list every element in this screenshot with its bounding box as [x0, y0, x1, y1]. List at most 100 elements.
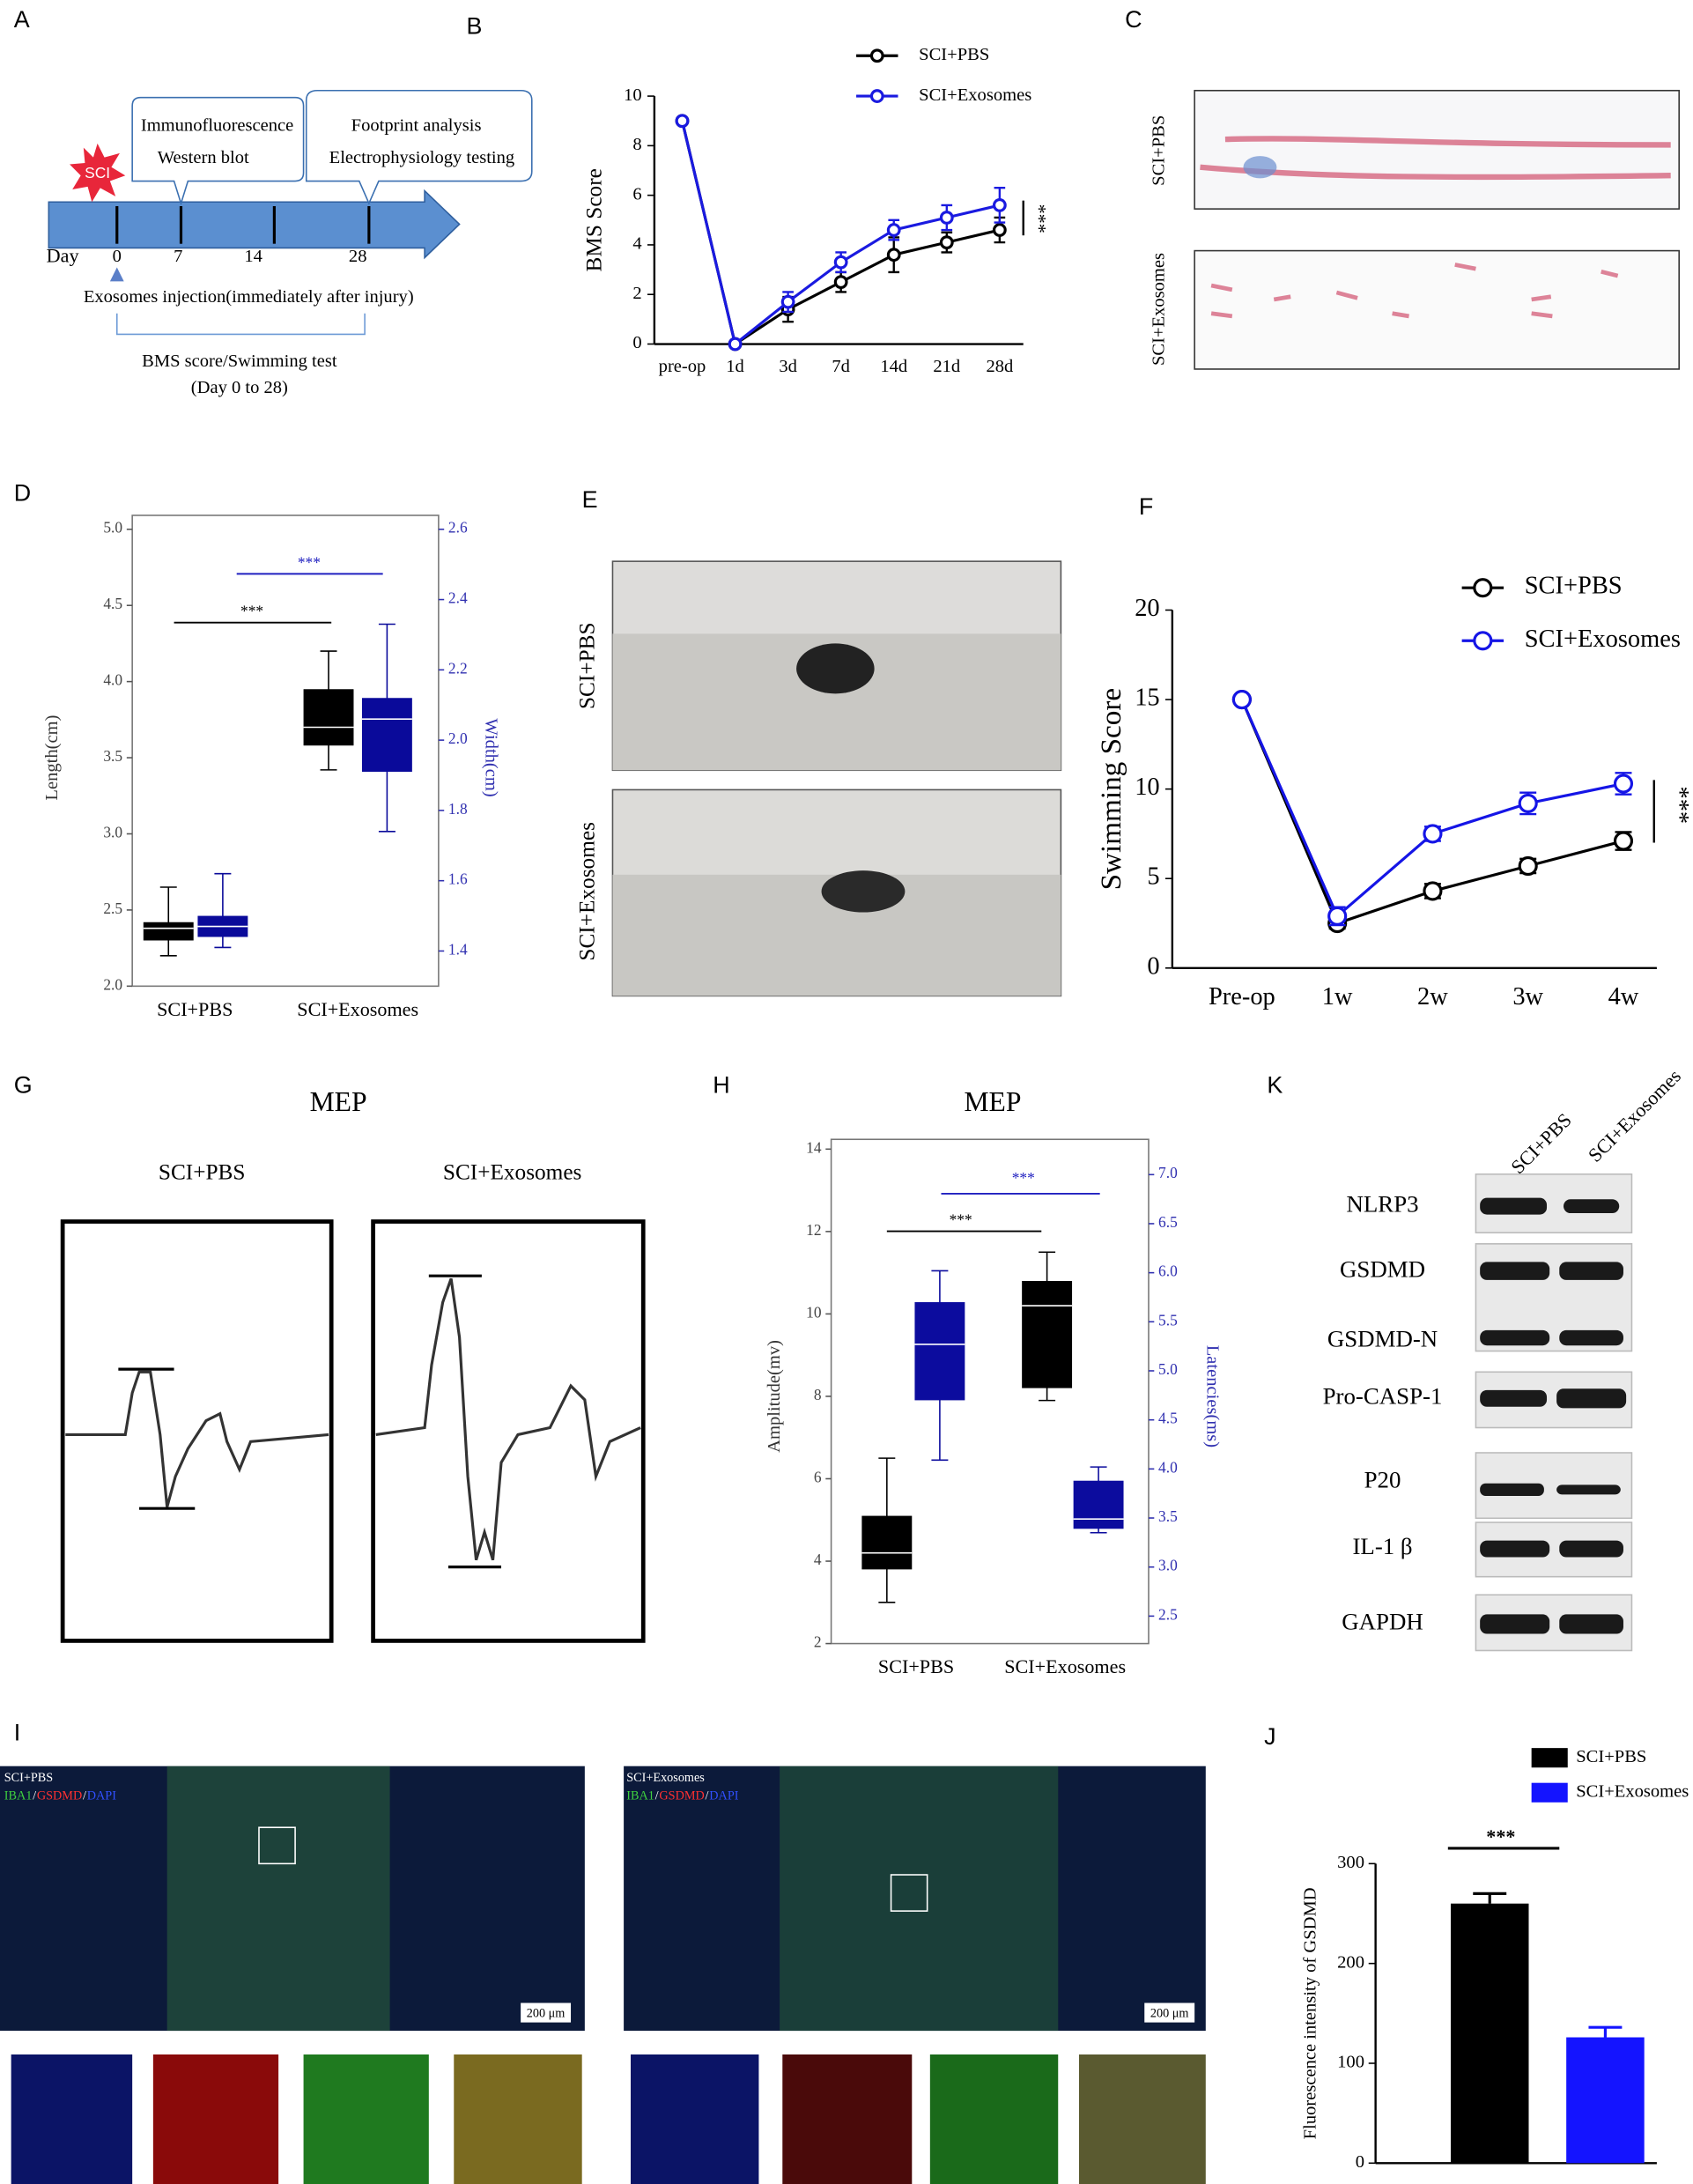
- y-tick-label: 12: [806, 1222, 821, 1239]
- panel-letter: K: [1267, 1071, 1283, 1098]
- error-bar: [1473, 1892, 1507, 1904]
- data-point: [939, 211, 954, 225]
- data-point: [833, 275, 848, 290]
- y-tick-label: 8: [632, 135, 641, 154]
- data-point: [1518, 793, 1538, 813]
- test-range: (Day 0 to 28): [191, 378, 288, 397]
- y-tick-label: 10: [624, 85, 642, 105]
- data-point: [992, 223, 1007, 237]
- x-tick-label: 4w: [1608, 983, 1639, 1011]
- x-tick-label: SCI+Exosomes: [1004, 1655, 1126, 1677]
- row-label: GAPDH: [1342, 1609, 1423, 1635]
- stain-label: GSDMD: [37, 1789, 82, 1803]
- row-label: SCI+Exosomes: [1149, 253, 1168, 366]
- y2-tick-label: 3.0: [1158, 1558, 1178, 1574]
- whisker: [159, 886, 177, 957]
- footprint-ink: [1243, 156, 1277, 179]
- y-axis-label: Fluorescence intensity of GSDMD: [1301, 1887, 1320, 2139]
- panel-letter: C: [1125, 6, 1142, 33]
- panel-letter: A: [14, 6, 30, 33]
- x-tick-label: 2w: [1417, 983, 1448, 1011]
- roi-box: [258, 1826, 296, 1865]
- y-tick-label: 6: [814, 1469, 822, 1485]
- legend-label: SCI+PBS: [1525, 573, 1623, 600]
- y2-axis-label: Width(cm): [482, 718, 501, 796]
- annotation: ***: [1486, 1825, 1515, 1847]
- fluorescence-image: [624, 1766, 1206, 2032]
- box: [1022, 1280, 1073, 1388]
- stain-label: DAPI: [709, 1789, 738, 1803]
- box: [1073, 1480, 1124, 1529]
- panel-letter: I: [14, 1719, 20, 1745]
- y2-tick-label: 6.5: [1158, 1214, 1178, 1231]
- y-tick-label: 14: [806, 1139, 822, 1156]
- data-point: [675, 114, 690, 129]
- legend-label: SCI+PBS: [919, 45, 989, 64]
- y-tick-label: 4: [814, 1551, 822, 1568]
- image-label: SCI+Exosomes: [626, 1771, 705, 1785]
- x-tick-label: pre-op: [659, 357, 706, 376]
- legend-label: SCI+Exosomes: [1525, 626, 1681, 653]
- stain-label: /: [706, 1789, 709, 1803]
- row-label: P20: [1364, 1466, 1401, 1492]
- x-tick-label: 1d: [726, 357, 744, 376]
- scale-box: [521, 2003, 572, 2023]
- panel-letter: G: [14, 1071, 33, 1098]
- row-label: GSDMD-N: [1327, 1326, 1438, 1352]
- panel-title: MEP: [310, 1086, 367, 1117]
- mep-trace: [375, 1277, 641, 1561]
- x-tick-label: 14d: [880, 357, 908, 376]
- box: [303, 689, 354, 746]
- column-label: SCI+PBS: [159, 1160, 246, 1185]
- annotation: ***: [1028, 204, 1050, 233]
- y-tick-label: 4.0: [103, 672, 122, 689]
- y-tick-label: 0: [1147, 952, 1159, 980]
- legend-marker: [1473, 631, 1493, 651]
- y-tick-label: 4: [632, 234, 641, 254]
- y-tick-label: 5: [1147, 863, 1159, 891]
- x-tick-label: 21d: [933, 357, 961, 376]
- day-tick: 0: [113, 247, 122, 266]
- y2-tick-label: 5.0: [1158, 1361, 1178, 1378]
- y2-tick-label: 4.5: [1158, 1410, 1178, 1427]
- stain-label: /: [655, 1789, 659, 1803]
- y-axis-label: Amplitude(mv): [765, 1340, 784, 1453]
- column-label: SCI+Exosomes: [1584, 1065, 1685, 1166]
- injection-marker: [109, 267, 124, 282]
- y2-tick-label: 2.4: [448, 590, 468, 607]
- x-tick-label: SCI+PBS: [157, 998, 233, 1020]
- plot-frame: [131, 515, 440, 988]
- blot-membrane: [1475, 1173, 1633, 1652]
- day-tick: 7: [174, 247, 182, 266]
- legend-label: SCI+PBS: [1576, 1747, 1646, 1766]
- stain-label: DAPI: [87, 1789, 116, 1803]
- blot-band: [1480, 1197, 1627, 1634]
- y-tick-label: 3.5: [103, 748, 122, 765]
- injection-label: Exosomes injection(immediately after inj…: [84, 287, 414, 307]
- step-label: Electrophysiology testing: [329, 148, 515, 167]
- error-bar: [1588, 2025, 1623, 2038]
- data-point: [886, 248, 901, 263]
- legend-swatch: [1531, 1782, 1568, 1803]
- data-point: [1613, 831, 1634, 851]
- footprint-image: [1194, 249, 1680, 370]
- y2-axis-label: Latencies(ms): [1202, 1345, 1222, 1447]
- legend-marker: [869, 89, 884, 103]
- annotation: ***: [240, 603, 263, 620]
- panel-letter: E: [582, 486, 598, 513]
- day-tick: 28: [349, 247, 367, 266]
- footprint-trace: [1210, 263, 1619, 319]
- mep-frame: [371, 1219, 646, 1643]
- y-tick-label: 4.5: [103, 596, 122, 612]
- mouse: [796, 643, 875, 694]
- roi-box: [890, 1874, 928, 1912]
- footprint-image: [1194, 89, 1680, 210]
- column-label: SCI+Exosomes: [443, 1160, 582, 1185]
- stain-label: IBA1: [4, 1789, 33, 1803]
- y-tick-label: 300: [1337, 1853, 1364, 1872]
- step-label: Western blot: [158, 148, 249, 167]
- box: [914, 1302, 965, 1401]
- data-point: [728, 337, 743, 352]
- x-tick-label: SCI+PBS: [878, 1655, 954, 1677]
